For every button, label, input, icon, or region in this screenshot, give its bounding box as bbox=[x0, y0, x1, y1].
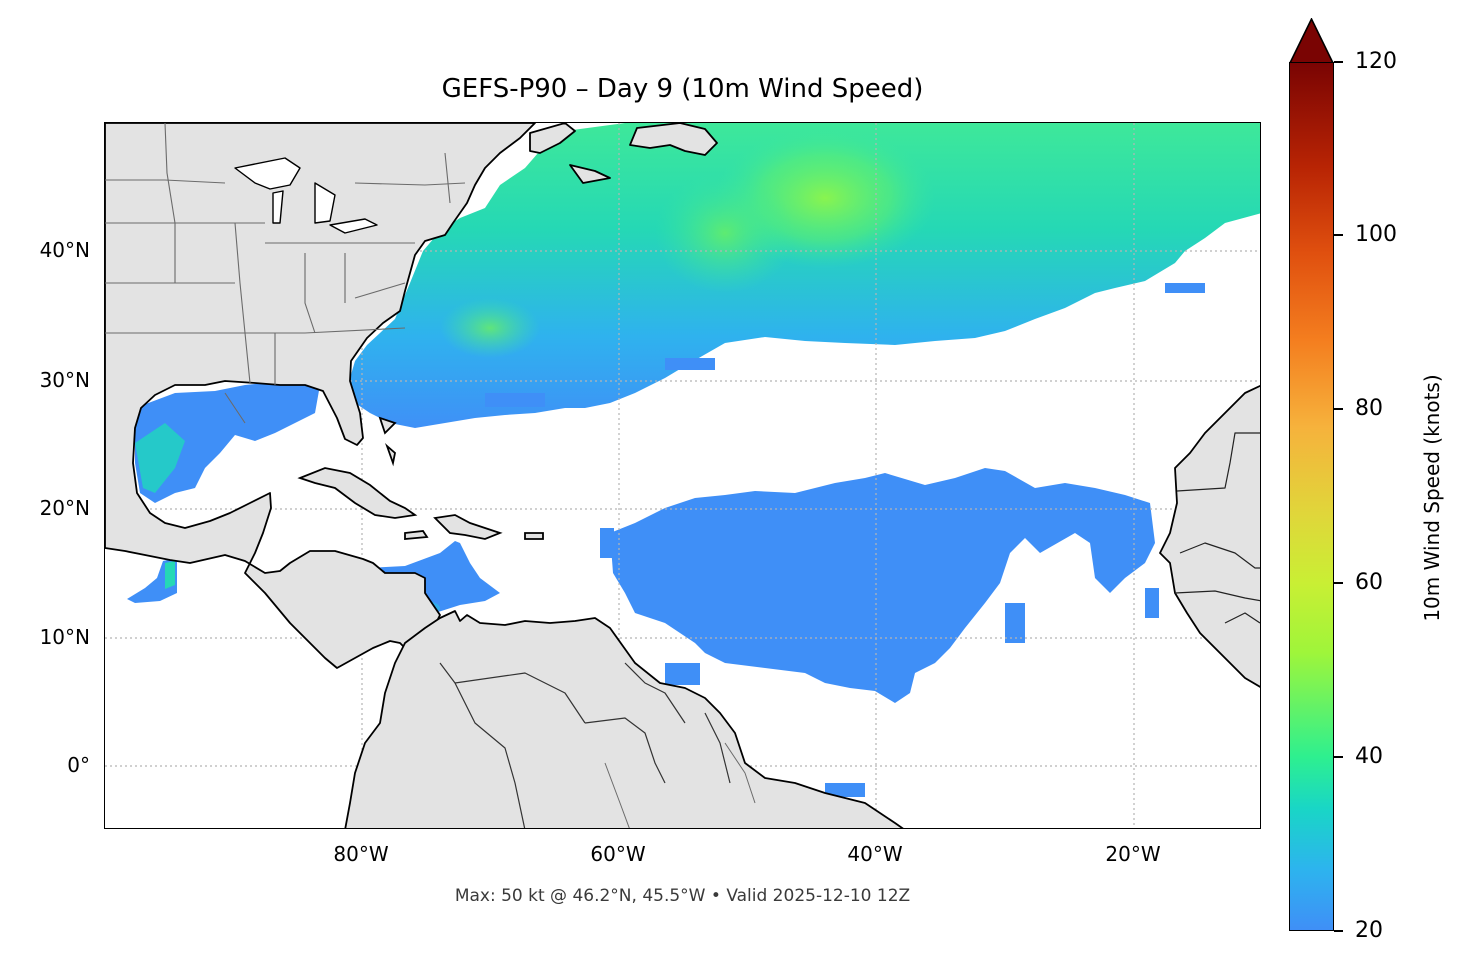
colorbar-tick-80 bbox=[1334, 408, 1343, 410]
landmass-caribbean-islands bbox=[297, 416, 544, 540]
colorbar-label-80: 80 bbox=[1355, 396, 1383, 421]
colorbar-title: 10m Wind Speed (knots) bbox=[1420, 374, 1444, 622]
map-plot-area bbox=[104, 122, 1261, 829]
landmass-africa bbox=[1159, 384, 1260, 688]
colorbar-label-20: 20 bbox=[1355, 918, 1383, 943]
colorbar-tick-20 bbox=[1334, 930, 1343, 932]
colorbar-label-100: 100 bbox=[1355, 222, 1397, 247]
colorbar-tick-120 bbox=[1334, 61, 1343, 63]
x-tick-40w: 40°W bbox=[847, 842, 903, 866]
y-tick-20n: 20°N bbox=[39, 496, 90, 520]
colorbar-label-60: 60 bbox=[1355, 570, 1383, 595]
landmass-south-america bbox=[344, 610, 904, 828]
map-canvas bbox=[105, 123, 1260, 828]
landmass-north-america bbox=[105, 123, 718, 669]
chart-title: GEFS-P90 – Day 9 (10m Wind Speed) bbox=[441, 74, 924, 104]
colorbar-tick-40 bbox=[1334, 756, 1343, 758]
x-tick-60w: 60°W bbox=[590, 842, 646, 866]
wind-field-gulf-of-mexico bbox=[135, 381, 320, 503]
colorbar-tick-100 bbox=[1334, 234, 1343, 236]
colorbar-extend-arrow bbox=[1289, 18, 1334, 64]
wind-field-tehuantepec bbox=[127, 558, 177, 603]
x-tick-20w: 20°W bbox=[1105, 842, 1161, 866]
colorbar bbox=[1289, 62, 1334, 931]
max-valid-caption: Max: 50 kt @ 46.2°N, 45.5°W • Valid 2025… bbox=[454, 886, 911, 906]
x-tick-80w: 80°W bbox=[333, 842, 389, 866]
colorbar-tick-60 bbox=[1334, 582, 1343, 584]
colorbar-label-120: 120 bbox=[1355, 49, 1397, 74]
y-tick-40n: 40°N bbox=[39, 238, 90, 262]
y-tick-0: 0° bbox=[67, 753, 90, 777]
y-tick-30n: 30°N bbox=[39, 368, 90, 392]
state-borders bbox=[105, 123, 466, 424]
colorbar-label-40: 40 bbox=[1355, 744, 1383, 769]
y-tick-10n: 10°N bbox=[39, 625, 90, 649]
wind-field-tropical-atlantic bbox=[600, 468, 1229, 797]
